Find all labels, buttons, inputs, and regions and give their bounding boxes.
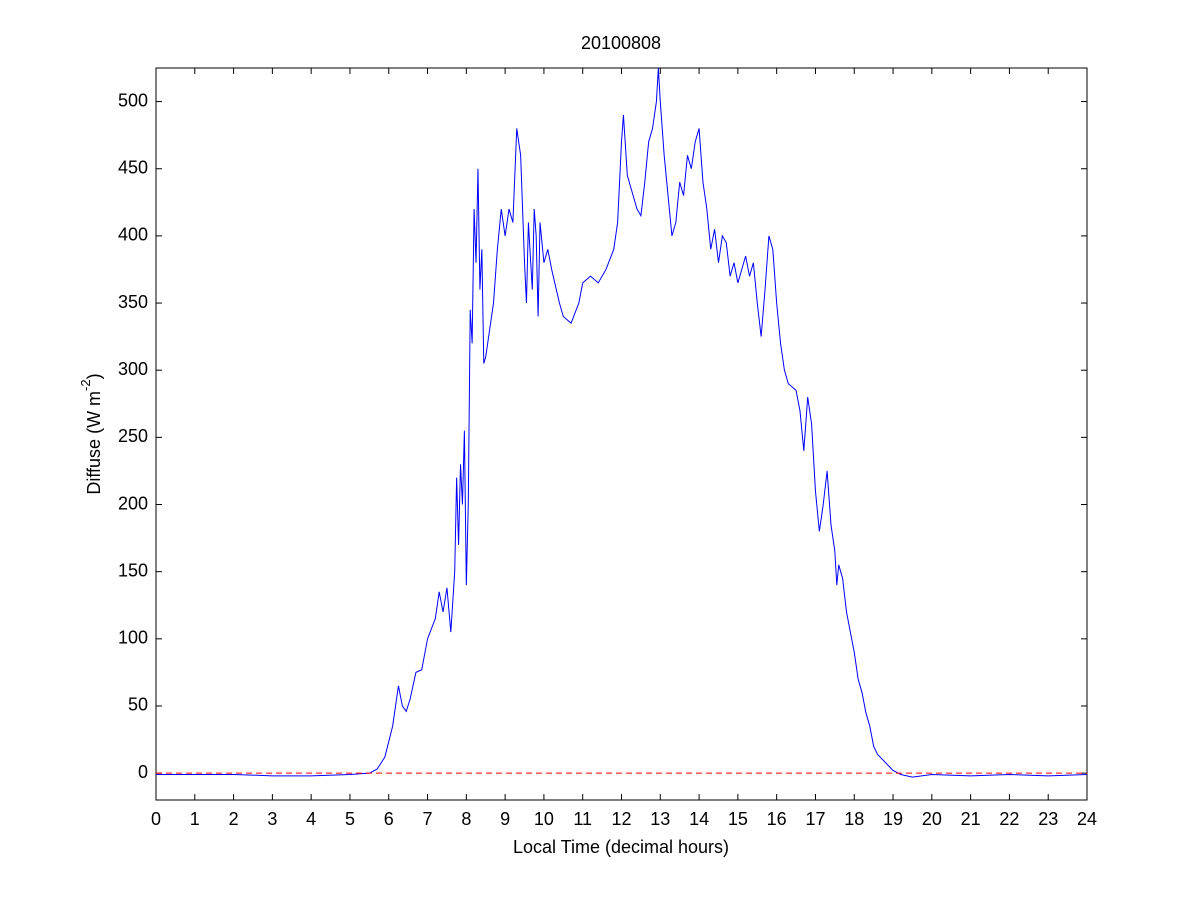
y-tick-label: 500 [118, 90, 148, 110]
y-tick-label: 300 [118, 359, 148, 379]
x-tick-label: 8 [461, 809, 471, 829]
x-tick-label: 5 [345, 809, 355, 829]
x-tick-label: 18 [844, 809, 864, 829]
x-tick-label: 0 [151, 809, 161, 829]
plot-area [155, 67, 1088, 801]
y-axis-label-text: Diffuse (W m [84, 391, 104, 495]
x-tick-label: 23 [1038, 809, 1058, 829]
y-axis-label-sup: -2 [78, 379, 93, 391]
y-tick-label: 100 [118, 628, 148, 648]
x-tick-label: 14 [689, 809, 709, 829]
y-tick-label: 400 [118, 225, 148, 245]
x-tick-label: 10 [534, 809, 554, 829]
data-line [156, 67, 1088, 778]
x-tick-label: 3 [267, 809, 277, 829]
y-tick-label: 250 [118, 426, 148, 446]
x-tick-label: 7 [423, 809, 433, 829]
y-tick-label: 150 [118, 560, 148, 580]
x-tick-label: 1 [190, 809, 200, 829]
x-tick-label: 20 [922, 809, 942, 829]
y-tick-label: 50 [128, 695, 148, 715]
x-tick-label: 4 [306, 809, 316, 829]
y-axis-label: Diffuse (W m-2) [78, 373, 103, 494]
x-tick-label: 6 [384, 809, 394, 829]
y-tick-label: 350 [118, 292, 148, 312]
x-tick-label: 12 [611, 809, 631, 829]
x-tick-label: 15 [728, 809, 748, 829]
x-tick-label: 22 [999, 809, 1019, 829]
y-tick-label: 450 [118, 157, 148, 177]
x-tick-label: 24 [1077, 809, 1097, 829]
x-tick-label: 9 [500, 809, 510, 829]
y-tick-label: 0 [138, 762, 148, 782]
x-axis-label: Local Time (decimal hours) [513, 837, 729, 857]
x-tick-label: 21 [961, 809, 981, 829]
chart-title: 20100808 [581, 33, 661, 53]
y-tick-label: 200 [118, 493, 148, 513]
x-tick-label: 13 [650, 809, 670, 829]
x-tick-label: 16 [767, 809, 787, 829]
x-tick-label: 11 [573, 809, 592, 829]
x-tick-label: 19 [883, 809, 903, 829]
x-tick-label: 17 [805, 809, 825, 829]
x-tick-label: 2 [229, 809, 239, 829]
y-axis-label-suffix: ) [84, 373, 104, 379]
